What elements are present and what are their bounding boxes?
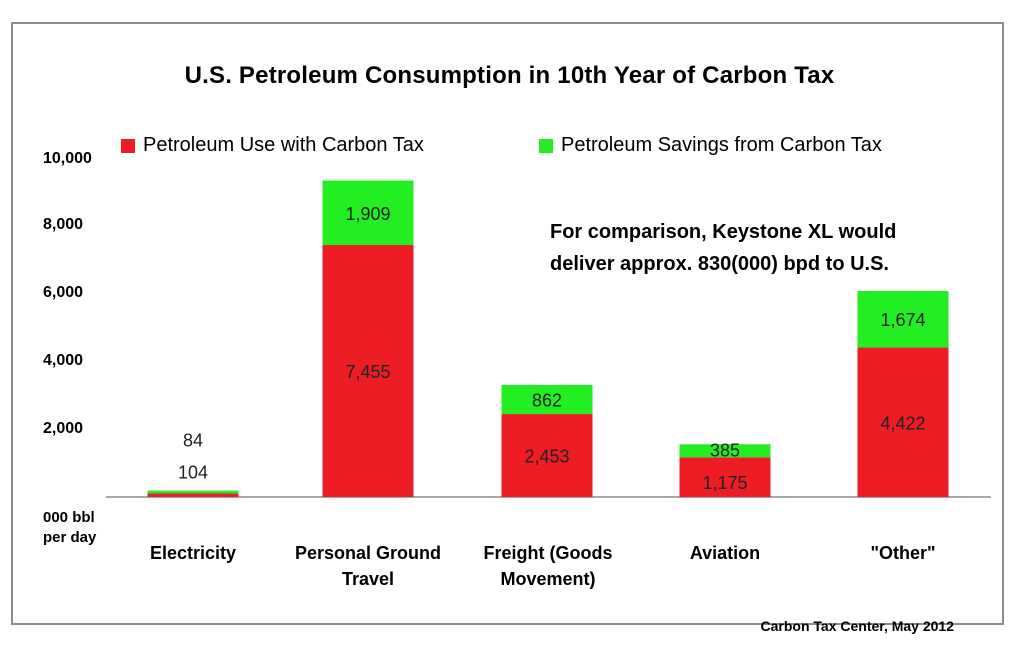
bar-savings-segment [857,290,949,348]
x-category-line: "Other" [870,543,936,563]
data-label-savings: 862 [532,391,562,411]
x-category-line: Travel [341,569,395,589]
data-label-use: 2,453 [524,447,569,467]
bar-use-segment [501,414,593,497]
x-category-line: Freight (Goods [483,543,613,563]
data-label-savings: 1,909 [345,204,390,224]
chart-plot-area: 104 84 7,455 1,909 2,453 862 1,175 385 4,422 1,67… [106,180,991,498]
comparison-annotation: For comparison, Keystone XL would delive… [550,216,896,280]
legend-item-use: Petroleum Use with Carbon Tax [121,134,424,157]
y-axis-unit-label: 000 bbl per day [43,509,97,546]
y-tick-label: 2,000 [43,420,84,437]
x-category-label: Freight (Goods Movement) [463,540,633,592]
chart-frame: 104 84 7,455 1,909 2,453 862 1,175 385 4,422 1,67… [11,22,1004,634]
legend-swatch-use [121,138,135,153]
x-category-line: Aviation [689,543,761,563]
bar-savings-segment [501,384,593,415]
bar-savings-segment [147,490,239,494]
bar-use-segment [147,493,239,497]
data-label-use: 4,422 [880,413,925,433]
y-tick-label: 10,000 [43,150,92,167]
data-label-savings: 1,674 [880,310,925,330]
x-category-line: Electricity [149,543,237,563]
x-category-label: Personal Ground Travel [283,540,453,592]
x-category-label: "Other" [818,540,988,566]
data-label-savings: 84 [183,431,203,451]
x-category-label: Aviation [640,540,810,566]
bar-use-segment [679,457,771,497]
annotation-line: deliver approx. 830(000) bpd to U.S. [550,253,889,275]
data-label-savings: 385 [710,440,740,460]
data-label-use: 104 [178,463,208,483]
chart-title: U.S. Petroleum Consumption in 10th Year … [184,62,835,89]
bar-savings-segment [322,180,414,246]
x-category-label: Electricity [108,540,278,566]
x-category-line: Movement) [500,569,596,589]
legend-label-use: Petroleum Use with Carbon Tax [143,134,424,156]
legend-label-savings: Petroleum Savings from Carbon Tax [561,134,882,156]
bar-savings-segment [679,444,771,458]
y-tick-label: 6,000 [43,284,84,301]
legend-swatch-savings [539,138,553,153]
source-credit: Carbon Tax Center, May 2012 [760,618,954,634]
data-label-use: 1,175 [702,473,747,493]
y-tick-label: 8,000 [43,216,84,233]
annotation-line: For comparison, Keystone XL would [550,221,897,243]
y-tick-label: 4,000 [43,352,84,369]
legend-item-savings: Petroleum Savings from Carbon Tax [539,134,882,157]
bar-use-segment [857,347,949,497]
bar-use-segment [322,245,414,497]
x-category-line: Personal Ground [294,543,442,563]
data-label-use: 7,455 [345,362,390,382]
